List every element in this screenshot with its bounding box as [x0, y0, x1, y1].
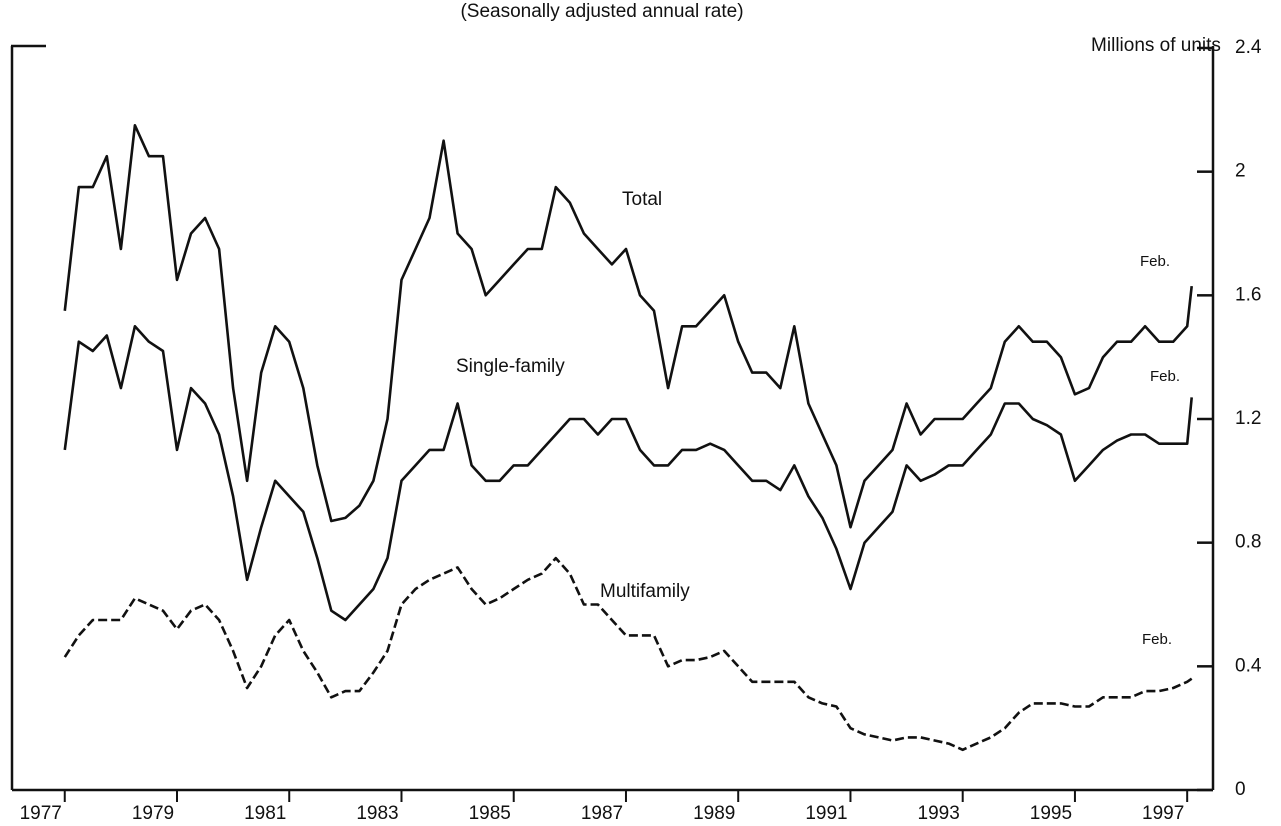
- x-tick-label: 1985: [469, 803, 511, 824]
- series-line: [63, 556, 1193, 752]
- y-tick-label: 0: [1235, 779, 1246, 800]
- y-tick-label: 0.8: [1235, 532, 1261, 553]
- y-tick-label: 1.6: [1235, 284, 1261, 305]
- annotation: Total: [622, 189, 662, 210]
- annotation: Single-family: [456, 356, 565, 377]
- series-line: [63, 124, 1193, 529]
- series-line: [63, 325, 1193, 622]
- x-tick-label: 1977: [20, 803, 62, 824]
- annotation: Multifamily: [600, 581, 690, 602]
- y-tick-label: 2.4: [1235, 37, 1262, 58]
- y-tick-label: 2: [1235, 161, 1246, 182]
- y-tick-label: 1.2: [1235, 408, 1261, 429]
- annotation: Feb.: [1140, 253, 1170, 270]
- x-tick-label: 1989: [693, 803, 735, 824]
- chart-title: (Seasonally adjusted annual rate): [460, 1, 743, 22]
- x-tick-label: 1997: [1142, 803, 1184, 824]
- annotation: Feb.: [1150, 368, 1180, 385]
- x-tick-label: 1995: [1030, 803, 1072, 824]
- y-tick-label: 0.4: [1235, 655, 1262, 676]
- x-tick-label: 1979: [132, 803, 174, 824]
- x-tick-label: 1991: [805, 803, 847, 824]
- x-tick-label: 1981: [244, 803, 286, 824]
- y-axis-label: Millions of units: [1091, 35, 1221, 56]
- x-tick-label: 1983: [356, 803, 398, 824]
- x-tick-label: 1993: [918, 803, 960, 824]
- annotation: Feb.: [1142, 631, 1172, 648]
- x-tick-label: 1987: [581, 803, 623, 824]
